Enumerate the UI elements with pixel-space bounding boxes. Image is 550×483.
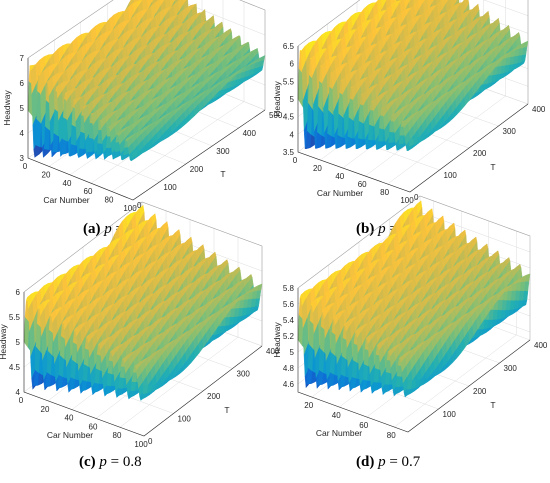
z-axis-label: Headway bbox=[0, 324, 8, 360]
x-tick-label: 60 bbox=[84, 187, 93, 196]
y-tick-label: 200 bbox=[473, 149, 487, 158]
y-tick-label: 0 bbox=[137, 201, 142, 210]
y-tick-label: 300 bbox=[503, 127, 517, 136]
y-axis-label: T bbox=[224, 405, 229, 415]
x-axis-label: Car Number bbox=[43, 195, 89, 205]
x-tick-label: 40 bbox=[332, 411, 341, 420]
z-tick-label: 4 bbox=[16, 388, 21, 397]
panel-caption: (c) p = 0.8 bbox=[79, 454, 142, 470]
z-axis-label: Headway bbox=[272, 322, 282, 358]
x-tick-label: 40 bbox=[63, 179, 72, 188]
y-tick-label: 200 bbox=[207, 392, 221, 401]
y-tick-label: 100 bbox=[444, 171, 458, 180]
y-tick-label: 400 bbox=[534, 341, 548, 350]
z-tick-label: 4.5 bbox=[283, 113, 295, 122]
y-tick-label: 400 bbox=[243, 129, 257, 138]
x-axis-label: Car Number bbox=[317, 188, 363, 198]
x-tick-label: 40 bbox=[65, 414, 74, 423]
x-tick-label: 20 bbox=[313, 164, 322, 173]
z-tick-label: 6.5 bbox=[283, 42, 295, 51]
z-tick-label: 5 bbox=[290, 95, 295, 104]
y-tick-label: 400 bbox=[532, 105, 546, 114]
z-tick-label: 4 bbox=[20, 129, 25, 138]
x-tick-label: 60 bbox=[89, 422, 98, 431]
x-axis-label: Car Number bbox=[47, 430, 93, 440]
x-axis-label: Car Number bbox=[316, 428, 362, 438]
z-tick-label: 4.8 bbox=[283, 364, 295, 373]
z-tick-label: 5.4 bbox=[283, 316, 295, 325]
z-tick-label: 5 bbox=[16, 338, 21, 347]
headway-surface bbox=[297, 0, 529, 152]
y-axis-label: T bbox=[220, 169, 225, 179]
x-tick-label: 20 bbox=[42, 170, 51, 179]
y-tick-label: 0 bbox=[414, 193, 419, 202]
x-tick-label: 60 bbox=[358, 180, 367, 189]
x-tick-label: 80 bbox=[380, 188, 389, 197]
x-tick-label: 0 bbox=[293, 156, 298, 165]
z-tick-label: 5 bbox=[20, 104, 25, 113]
y-tick-label: 300 bbox=[237, 370, 251, 379]
axes: 4.6 4.8 5 5.2 5.4 5.6 5.8 20 40 60 80 100 200 300 400 bbox=[283, 284, 548, 440]
x-tick-label: 80 bbox=[387, 431, 396, 440]
z-tick-label: 5.5 bbox=[283, 77, 295, 86]
headway-surface bbox=[23, 204, 263, 401]
surface-plot-d: 4.6 4.8 5 5.2 5.4 5.6 5.8 20 40 60 80 100 200 300 400 C… bbox=[272, 195, 548, 470]
x-tick-label: 100 bbox=[123, 204, 137, 213]
z-tick-label: 5.6 bbox=[283, 300, 295, 309]
y-tick-label: 300 bbox=[216, 147, 230, 156]
z-tick-label: 5.5 bbox=[9, 313, 21, 322]
panel-caption: (d) p = 0.7 bbox=[356, 454, 421, 470]
x-tick-label: 60 bbox=[359, 421, 368, 430]
y-axis-label: T bbox=[490, 162, 495, 172]
headway-surface bbox=[27, 0, 266, 162]
z-tick-label: 6 bbox=[20, 79, 25, 88]
z-tick-label: 5 bbox=[290, 348, 295, 357]
z-tick-label: 3.5 bbox=[283, 148, 295, 157]
x-tick-label: 100 bbox=[134, 440, 148, 449]
y-tick-label: 100 bbox=[163, 183, 177, 192]
x-tick-label: 80 bbox=[113, 431, 122, 440]
x-tick-label: 0 bbox=[23, 162, 28, 171]
y-tick-label: 200 bbox=[473, 387, 487, 396]
y-axis-label: T bbox=[490, 400, 495, 410]
z-tick-label: 6 bbox=[16, 288, 21, 297]
z-tick-label: 4.6 bbox=[283, 380, 295, 389]
x-tick-label: 0 bbox=[19, 396, 24, 405]
z-tick-label: 4.5 bbox=[9, 363, 21, 372]
y-tick-label: 200 bbox=[190, 165, 204, 174]
y-tick-label: 300 bbox=[504, 364, 518, 373]
x-tick-label: 20 bbox=[304, 401, 313, 410]
z-tick-label: 5.8 bbox=[283, 284, 295, 293]
z-axis-label: Headway bbox=[272, 81, 282, 117]
headway-surface bbox=[297, 200, 531, 398]
z-tick-label: 4 bbox=[290, 130, 295, 139]
x-tick-label: 20 bbox=[41, 405, 50, 414]
z-tick-label: 3 bbox=[20, 154, 25, 163]
z-tick-label: 7 bbox=[20, 54, 25, 63]
z-axis-label: Headway bbox=[2, 90, 12, 126]
y-tick-label: 500 bbox=[269, 111, 283, 120]
y-tick-label: 0 bbox=[148, 437, 153, 446]
x-tick-label: 80 bbox=[105, 196, 114, 205]
x-tick-label: 100 bbox=[400, 196, 414, 205]
z-tick-label: 5.2 bbox=[283, 332, 295, 341]
x-tick-label: 40 bbox=[335, 172, 344, 181]
y-tick-label: 400 bbox=[266, 347, 280, 356]
y-tick-label: 100 bbox=[443, 410, 457, 419]
z-tick-label: 6 bbox=[290, 60, 295, 69]
y-tick-label: 100 bbox=[178, 415, 192, 424]
